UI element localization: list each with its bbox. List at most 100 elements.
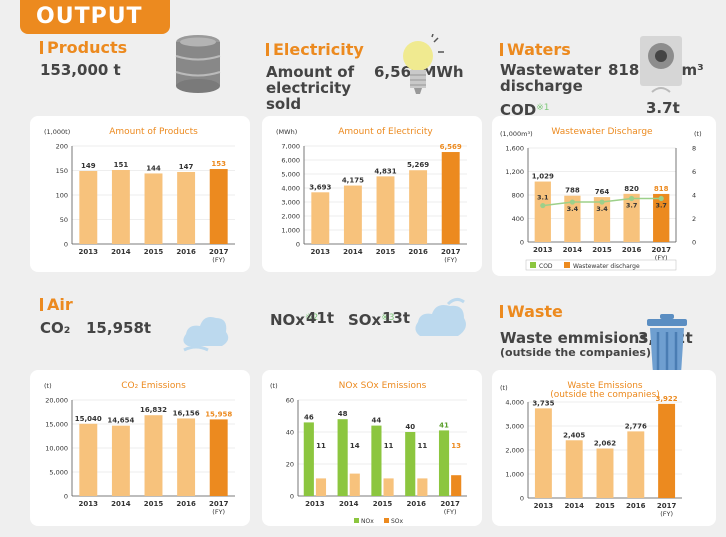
waste-chart: Waste Emissions(outside the companies) (t… bbox=[500, 381, 682, 518]
bar-value-label: 764 bbox=[595, 188, 610, 196]
y-tick-label: 4,000 bbox=[505, 399, 524, 407]
noxsox-chart: NOx SOx Emissions (t) 0 20 40 60 2013 2014 2015 2… bbox=[270, 381, 467, 525]
x-tick-label: 2014 bbox=[563, 246, 583, 254]
x-tick-label: 2013 bbox=[533, 246, 553, 254]
legend-swatch-cod bbox=[530, 262, 536, 268]
y-right-tick-label: 4 bbox=[692, 192, 696, 200]
smoke-cloud-icon bbox=[183, 317, 229, 352]
bar bbox=[593, 197, 611, 242]
x-tick-label: 2015 bbox=[373, 500, 393, 508]
sox-note: ※3 bbox=[381, 313, 395, 323]
bar-value-label: 5,269 bbox=[407, 161, 429, 169]
cod-point bbox=[540, 202, 546, 209]
nox-bar bbox=[371, 425, 382, 496]
x-tick-label: 2017 bbox=[440, 500, 460, 508]
x-tick-label: 2015 bbox=[595, 502, 615, 510]
heading-marker bbox=[500, 43, 503, 56]
bar bbox=[111, 425, 130, 496]
y-tick-label: 100 bbox=[56, 192, 68, 200]
x-tick-label: 2016 bbox=[407, 500, 427, 508]
y-axis-unit-right: (t) bbox=[694, 130, 702, 138]
waters-heading: Waters bbox=[500, 40, 571, 59]
y-tick-label: 3,000 bbox=[281, 199, 300, 207]
y-tick-label: 2,000 bbox=[505, 447, 524, 455]
y-axis-unit: (t) bbox=[44, 382, 52, 390]
x-tick-label: 2015 bbox=[144, 500, 164, 508]
y-tick-label: 15,000 bbox=[45, 421, 68, 429]
y-tick-label: 5,000 bbox=[49, 469, 68, 477]
y-right-tick-label: 8 bbox=[692, 145, 696, 153]
bar-value-label: 14,654 bbox=[107, 417, 134, 425]
products-heading-text: Products bbox=[47, 38, 128, 57]
nox-label: NOx※2 bbox=[270, 310, 318, 328]
legend-swatch-wastewater bbox=[564, 262, 570, 268]
y-tick-label: 0 bbox=[296, 241, 300, 249]
bar-value-label: 16,156 bbox=[173, 409, 200, 417]
y-axis-unit: (1,000m³) bbox=[500, 130, 533, 138]
bar bbox=[534, 181, 551, 242]
y-tick-label: 0 bbox=[290, 493, 294, 501]
y-tick-label: 1,000 bbox=[505, 471, 524, 479]
chart-title: NOx SOx Emissions bbox=[339, 381, 427, 391]
y-tick-label: 1,600 bbox=[505, 145, 524, 153]
cod-value-label: 3.1 bbox=[537, 194, 549, 202]
y-right-tick-label: 0 bbox=[692, 239, 696, 247]
co2-label: CO₂ bbox=[40, 319, 71, 337]
y-axis-unit: (1,000t) bbox=[44, 128, 70, 136]
sox-value: 13t bbox=[382, 309, 411, 327]
bar-value-label: 151 bbox=[114, 161, 129, 169]
x-tick-label: 2014 bbox=[111, 500, 131, 508]
trash-can-icon bbox=[647, 314, 687, 374]
smoke-cloud-icon bbox=[415, 297, 466, 336]
waste-heading: Waste bbox=[500, 302, 563, 321]
x-tick-label: 2017 bbox=[209, 248, 229, 256]
products-chart-panel: Amount of Products (1,000t) 0 50 100 150 200 20… bbox=[30, 116, 250, 272]
fy-label: (FY) bbox=[444, 256, 457, 264]
waters-label: Wastewater discharge bbox=[500, 61, 602, 95]
x-tick-label: 2014 bbox=[343, 248, 363, 256]
cod-point bbox=[629, 195, 635, 202]
sox-value-label: 11 bbox=[417, 442, 427, 450]
y-tick-label: 0 bbox=[520, 239, 524, 247]
waste-label: Waste emmisions bbox=[500, 329, 649, 347]
cod-point bbox=[599, 199, 605, 205]
y-tick-label: 2,000 bbox=[281, 213, 300, 221]
x-tick-label: 2013 bbox=[534, 502, 554, 510]
electricity-label: Amount of electricity sold bbox=[266, 63, 355, 113]
fy-label: (FY) bbox=[212, 256, 225, 264]
chart-title: Amount of Electricity bbox=[338, 127, 433, 137]
y-tick-label: 60 bbox=[286, 397, 294, 405]
cod-value-label: 3.7 bbox=[655, 202, 667, 210]
heading-marker bbox=[266, 43, 269, 56]
bar-value-label: 4,831 bbox=[374, 167, 396, 175]
bar-value-label: 15,040 bbox=[75, 415, 102, 423]
legend-label-wastewater: Wastewater discharge bbox=[573, 263, 640, 270]
chart-subtitle: (outside the companies) bbox=[550, 390, 660, 400]
y-tick-label: 800 bbox=[512, 192, 524, 200]
co2-value: 15,958t bbox=[86, 319, 152, 337]
bar bbox=[409, 170, 428, 244]
co2-chart: CO₂ Emissions (t) 0 5,000 10,000 15,000 20,000… bbox=[44, 381, 235, 516]
bar bbox=[564, 195, 581, 242]
y-tick-label: 20,000 bbox=[45, 397, 68, 405]
x-tick-label: 2015 bbox=[592, 246, 612, 254]
bar bbox=[343, 185, 362, 244]
heading-marker bbox=[40, 41, 43, 54]
bar bbox=[79, 423, 98, 496]
bar bbox=[627, 431, 645, 498]
nox-value-label: 40 bbox=[405, 423, 415, 431]
legend-swatch-sox bbox=[384, 518, 389, 523]
nox-value-label: 41 bbox=[439, 421, 449, 429]
products-value: 153,000 t bbox=[40, 61, 121, 79]
chart-title: CO₂ Emissions bbox=[121, 381, 186, 391]
bar-value-label: 818 bbox=[654, 185, 669, 193]
chart-title: Wastewater Discharge bbox=[551, 127, 653, 137]
y-axis-unit: (MWh) bbox=[276, 128, 297, 136]
y-tick-label: 40 bbox=[286, 429, 294, 437]
cod-value-label: 3.4 bbox=[596, 205, 608, 213]
y-tick-label: 10,000 bbox=[45, 445, 68, 453]
sox-label: SOx※3 bbox=[348, 310, 395, 328]
bar-value-label: 788 bbox=[565, 187, 580, 195]
bar bbox=[177, 171, 196, 244]
